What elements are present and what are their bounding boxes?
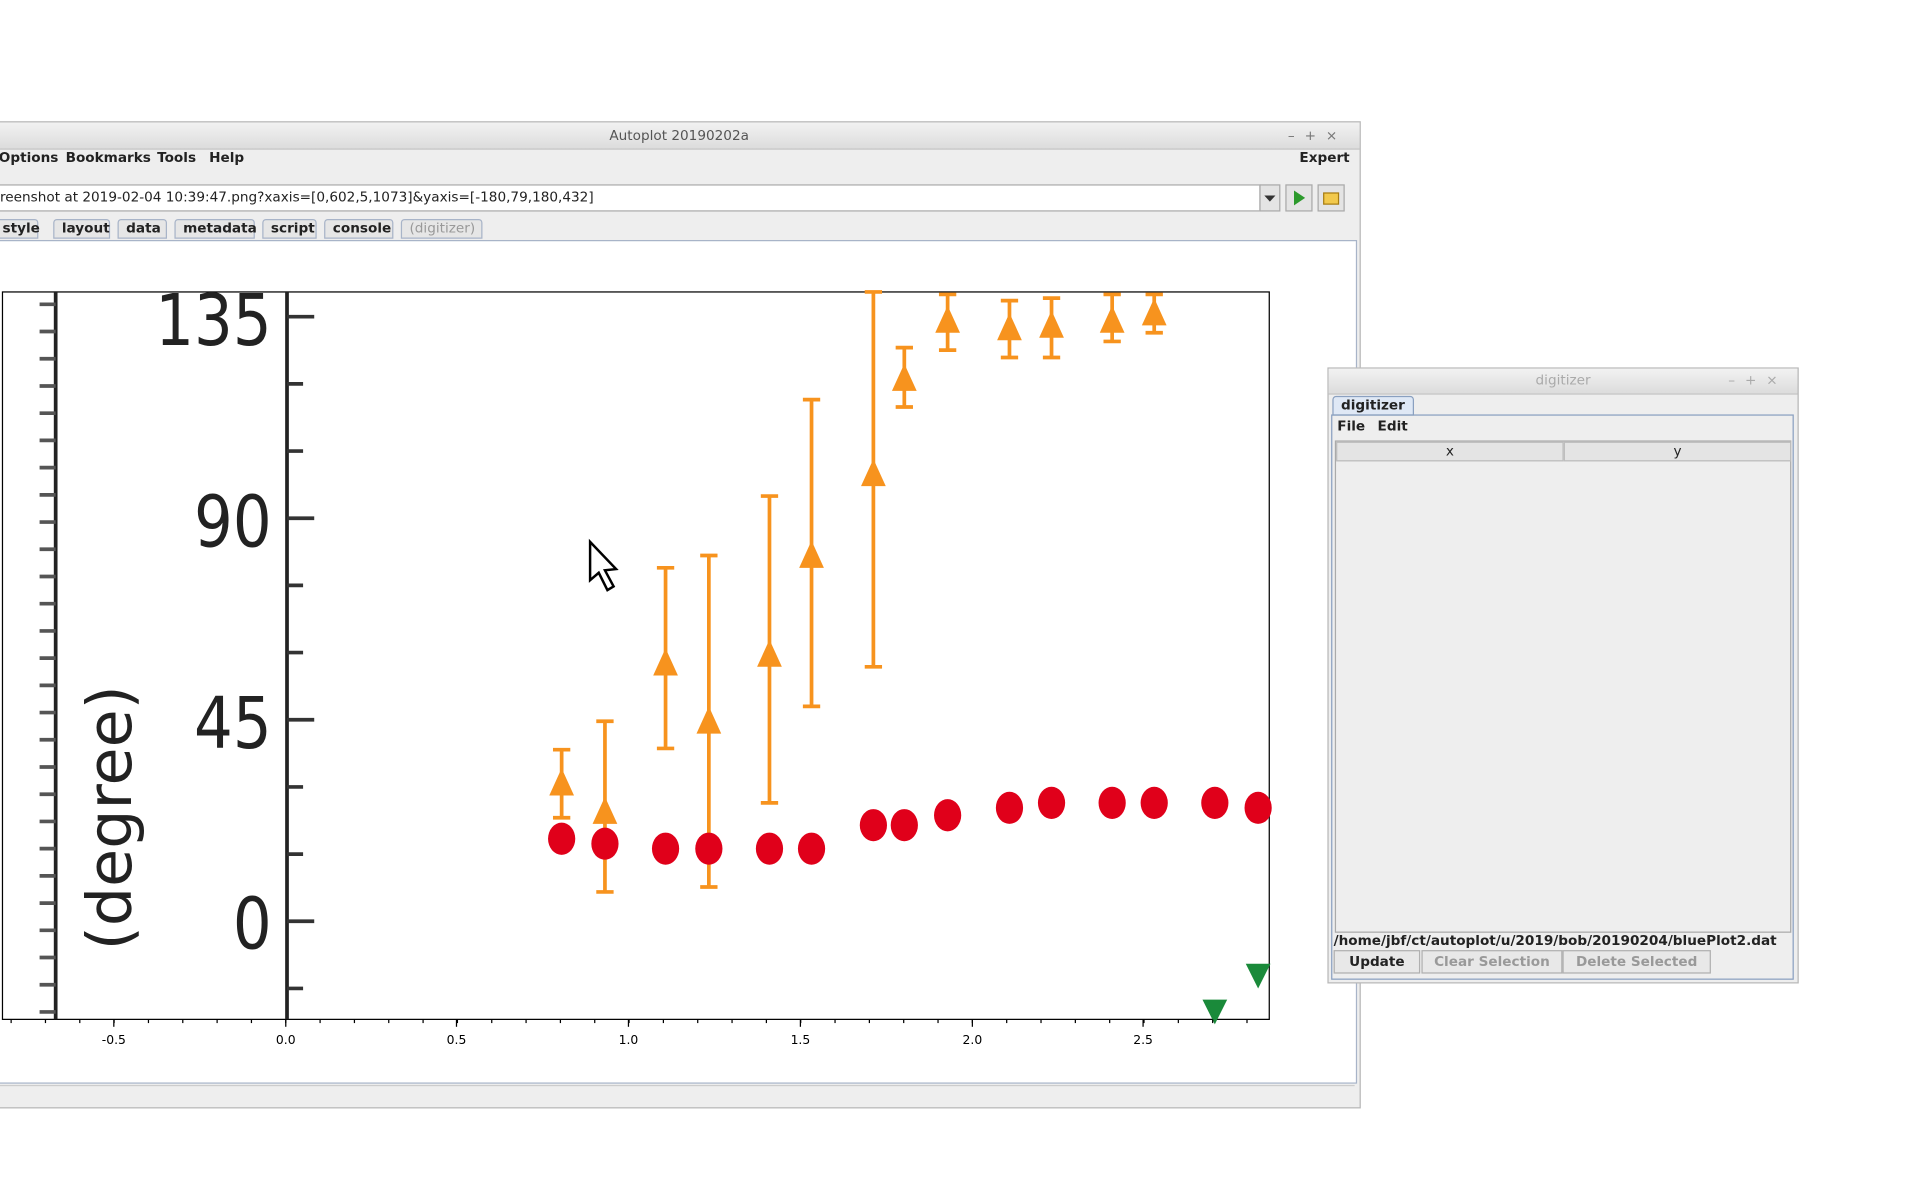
main-window: Autoplot 20190202a –+× Options Bookmarks T…: [0, 121, 1361, 1109]
x-tick-label: 2.0: [963, 1033, 983, 1047]
tab[interactable]: data: [117, 218, 168, 239]
image-circle: [651, 832, 680, 865]
button[interactable]: Clear Selection: [1421, 950, 1563, 974]
image-circle: [755, 832, 784, 865]
image-circle: [1098, 786, 1126, 819]
image-label: 90: [194, 480, 272, 564]
plot-panel: 135 90 45 0 (degree) -0.5 0.0 0.5 1.0 1.5 2.0…: [0, 239, 1358, 1084]
image-markers: [548, 290, 1272, 1025]
menu-item[interactable]: Tools: [157, 149, 197, 166]
image-triangle: [861, 458, 886, 487]
window-title: digitizer: [1535, 372, 1591, 389]
image-circle: [1201, 786, 1229, 819]
tab-strip: style layout data metadata script console (dig…: [0, 218, 1360, 239]
image-label: 135: [155, 278, 271, 362]
tab[interactable]: digitizer: [1332, 395, 1414, 416]
tab[interactable]: script: [262, 218, 317, 239]
x-tick-label: 0.5: [447, 1033, 467, 1047]
tab[interactable]: layout: [53, 218, 111, 239]
window-title: Autoplot 20190202a: [609, 127, 749, 144]
image-triangle: [799, 540, 824, 568]
image-label: 45: [194, 681, 272, 765]
window-controls[interactable]: –+×: [1728, 372, 1788, 389]
tab[interactable]: (digitizer): [400, 218, 483, 239]
title-bar: Autoplot 20190202a –+×: [0, 122, 1360, 150]
image-circle: [859, 809, 888, 842]
image-circle: [1037, 786, 1066, 819]
address-field[interactable]: reenshot at 2019-02-04 10:39:47.png?xaxi…: [0, 184, 1261, 212]
image-circle: [1140, 786, 1168, 819]
menu-bar: Options Bookmarks Tools Help: [0, 148, 1360, 168]
x-tick-label: -0.5: [102, 1033, 126, 1047]
menu-item[interactable]: Edit: [1377, 418, 1408, 435]
address-text: reenshot at 2019-02-04 10:39:47.png?xaxi…: [0, 189, 594, 206]
address-dropdown[interactable]: [1259, 184, 1281, 212]
menu-bar: File Edit: [1337, 418, 1420, 435]
menu-item[interactable]: Options: [0, 149, 59, 166]
file-path: /home/jbf/ct/autoplot/u/2019/bob/2019020…: [1333, 932, 1777, 949]
image-triangle: [935, 305, 960, 333]
column-header[interactable]: y: [1563, 441, 1792, 462]
button[interactable]: Delete Selected: [1562, 950, 1711, 974]
menu-item[interactable]: File: [1337, 418, 1366, 435]
plot-frame: [1, 291, 1270, 1020]
image-triangle: [1141, 298, 1167, 326]
image-circle: [995, 791, 1024, 824]
menu-item[interactable]: Bookmarks: [65, 149, 151, 166]
x-axis: -0.5 0.0 0.5 1.0 1.5 2.0 2.5: [10, 1019, 1248, 1047]
image-ticks: [39, 302, 315, 1014]
image-label: 0: [233, 882, 272, 966]
image-triangle: [1202, 999, 1228, 1025]
title-bar: digitizer –+×: [1328, 368, 1798, 395]
x-tick-label: 2.5: [1133, 1033, 1153, 1047]
x-tick-label: 1.0: [619, 1033, 639, 1047]
image-axis-label: (degree): [74, 685, 146, 950]
image-circle: [591, 827, 619, 860]
image-triangle: [653, 648, 678, 676]
button[interactable]: Update: [1333, 950, 1421, 974]
image-triangle: [1039, 310, 1064, 338]
plot: 135 90 45 0 (degree) -0.5 0.0 0.5 1.0 1.5 2.0…: [1, 278, 1272, 1047]
column-header[interactable]: x: [1336, 441, 1564, 462]
play-icon: [1294, 190, 1306, 206]
image-circle: [797, 832, 826, 865]
image-circle: [934, 799, 962, 832]
go-button[interactable]: [1285, 184, 1313, 212]
image-circle: [890, 809, 918, 842]
image-circle: [695, 832, 723, 865]
dropdown-icon: [1264, 195, 1276, 202]
image-triangle: [549, 768, 575, 796]
expert-menu[interactable]: Expert: [1299, 149, 1350, 166]
open-button[interactable]: [1317, 184, 1345, 212]
image-triangle: [592, 796, 618, 824]
image-circle: [1244, 791, 1272, 824]
image-triangle: [696, 706, 722, 734]
tab[interactable]: console: [324, 218, 394, 239]
x-tick-label: 1.5: [791, 1033, 811, 1047]
image-triangle: [997, 312, 1022, 341]
x-tick-label: 0.0: [276, 1033, 296, 1047]
image-circle: [548, 822, 576, 855]
folder-icon: [1323, 192, 1340, 205]
image-triangle: [1099, 305, 1125, 333]
menu-item[interactable]: Help: [209, 149, 245, 166]
tab[interactable]: metadata: [174, 218, 257, 239]
image-triangle: [891, 363, 917, 391]
tab[interactable]: style: [0, 218, 40, 239]
image-triangle: [757, 639, 782, 667]
mouse-cursor: [588, 538, 619, 592]
window-controls[interactable]: –+×: [1287, 127, 1348, 144]
plot-content: 135 90 45 0 (degree) -0.5 0.0 0.5 1.0 1.5 2.0…: [1, 278, 1272, 1047]
image-triangle: [1245, 963, 1271, 989]
status-bar: [0, 1084, 1355, 1106]
